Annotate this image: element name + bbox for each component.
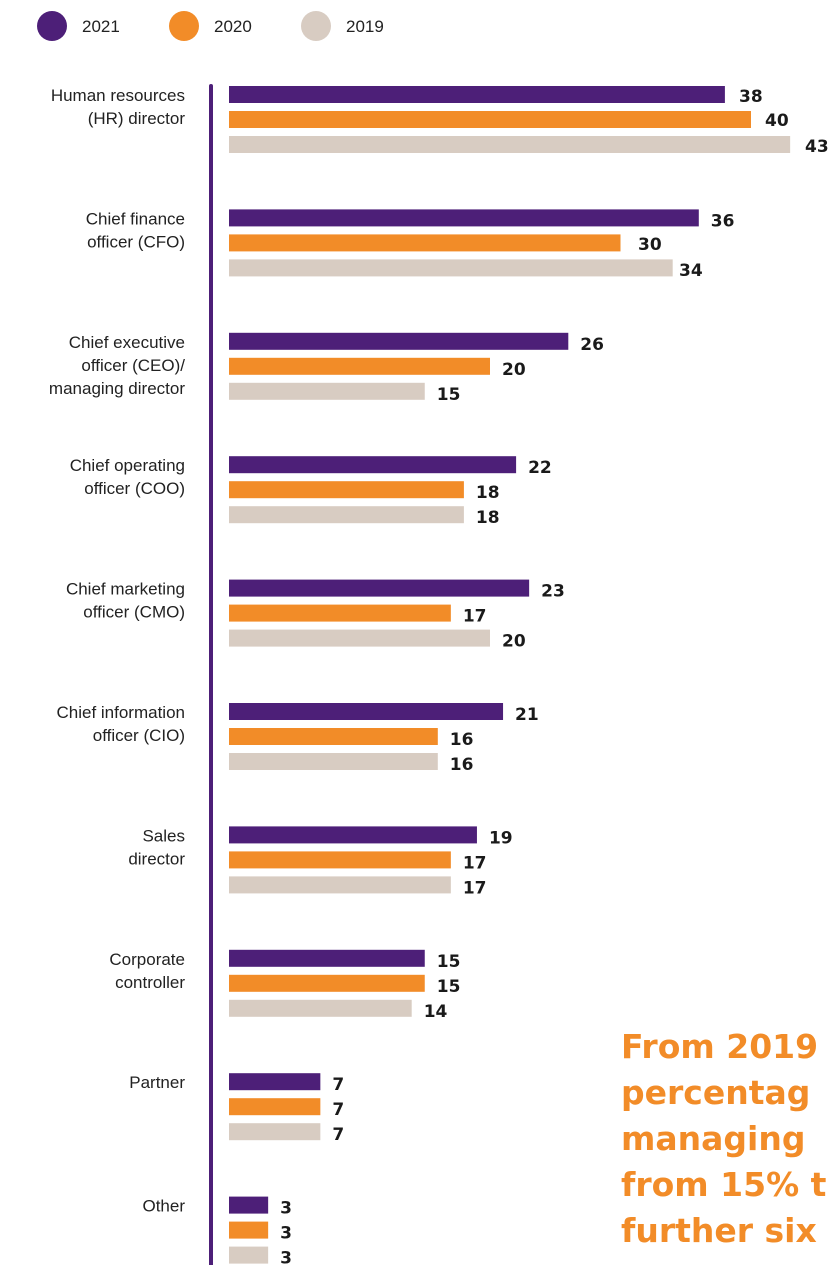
bar-2021 bbox=[229, 86, 725, 103]
value-label-2019: 34 bbox=[679, 261, 703, 281]
value-label-2021: 22 bbox=[528, 458, 552, 478]
category-label: officer (CMO) bbox=[83, 603, 185, 622]
bar-2019 bbox=[229, 136, 791, 153]
value-label-2021: 26 bbox=[580, 335, 604, 355]
value-label-2021: 36 bbox=[711, 211, 735, 231]
bar-2020 bbox=[229, 974, 425, 992]
callout-line: From 2019 bbox=[621, 1027, 818, 1066]
value-label-2020: 17 bbox=[463, 853, 487, 873]
category-label: Other bbox=[142, 1197, 185, 1216]
bar-2019 bbox=[229, 876, 451, 894]
category-label: officer (COO) bbox=[84, 479, 185, 498]
value-label-2019: 14 bbox=[424, 1002, 448, 1022]
category-label: Chief operating bbox=[70, 456, 185, 475]
value-label-2020: 18 bbox=[476, 483, 500, 503]
value-label-2019: 15 bbox=[437, 385, 461, 405]
value-label-2021: 23 bbox=[541, 582, 565, 602]
bar-2021 bbox=[229, 1073, 321, 1091]
category-label: Sales bbox=[142, 826, 185, 845]
category-label: officer (CFO) bbox=[87, 232, 185, 251]
bar-2019 bbox=[229, 999, 412, 1017]
category-labels: Human resources (HR) director Chief financ… bbox=[49, 86, 185, 1216]
value-label-2021: 7 bbox=[332, 1075, 344, 1095]
bar-2020 bbox=[229, 604, 451, 622]
callout-text: From 2019 percentag managing from 15% t furt… bbox=[621, 1027, 827, 1250]
bar-2021 bbox=[229, 456, 517, 474]
value-label-2021: 3 bbox=[280, 1199, 292, 1219]
value-label-2020: 15 bbox=[437, 977, 461, 997]
legend-swatch-2019 bbox=[301, 11, 331, 41]
bar-2019 bbox=[229, 1246, 269, 1264]
value-label-2020: 17 bbox=[463, 607, 487, 627]
legend-swatch-2020 bbox=[169, 11, 199, 41]
callout-line: from 15% t bbox=[621, 1165, 827, 1204]
bar-2019 bbox=[229, 1123, 321, 1141]
bar-2020 bbox=[229, 1098, 321, 1116]
callout-line: further six bbox=[621, 1211, 817, 1250]
legend-swatch-2021 bbox=[37, 11, 67, 41]
category-label: Human resources bbox=[51, 86, 185, 105]
bar-2021 bbox=[229, 209, 699, 227]
bar-2021 bbox=[229, 703, 504, 720]
value-label-2021: 15 bbox=[437, 952, 461, 972]
bar-2019 bbox=[229, 629, 490, 647]
bar-2020 bbox=[229, 1221, 269, 1239]
value-label-2019: 43 bbox=[805, 137, 829, 157]
value-label-2020: 30 bbox=[638, 235, 662, 255]
bar-2019 bbox=[229, 382, 425, 400]
category-label: managing director bbox=[49, 379, 185, 398]
bar-2021 bbox=[229, 1196, 269, 1214]
value-label-2021: 19 bbox=[489, 828, 513, 848]
bar-2019 bbox=[229, 753, 438, 770]
callout-line: percentag bbox=[621, 1073, 810, 1112]
bar-2021 bbox=[229, 949, 425, 967]
category-label: officer (CIO) bbox=[93, 726, 185, 745]
bar-2021 bbox=[229, 826, 477, 844]
category-label: Chief marketing bbox=[66, 580, 185, 599]
bar-2021 bbox=[229, 332, 569, 350]
value-label-2019: 20 bbox=[502, 632, 526, 652]
category-label: (HR) director bbox=[88, 109, 186, 128]
category-label: Chief information bbox=[56, 703, 185, 722]
value-label-2020: 16 bbox=[450, 730, 474, 750]
value-label-2019: 18 bbox=[476, 508, 500, 528]
category-label: officer (CEO)/ bbox=[81, 356, 185, 375]
category-label: Chief executive bbox=[69, 333, 185, 352]
legend: 2021 2020 2019 bbox=[37, 11, 384, 41]
value-label-2019: 3 bbox=[280, 1249, 292, 1265]
legend-label-2020: 2020 bbox=[214, 17, 252, 36]
bar-2020 bbox=[229, 234, 621, 252]
category-label: director bbox=[128, 849, 185, 868]
value-label-2019: 7 bbox=[332, 1125, 344, 1145]
value-label-2020: 3 bbox=[280, 1224, 292, 1244]
value-label-2019: 16 bbox=[450, 755, 474, 775]
callout-line: managing bbox=[621, 1119, 805, 1158]
legend-label-2021: 2021 bbox=[82, 17, 120, 36]
value-label-2019: 17 bbox=[463, 878, 487, 898]
bar-2020 bbox=[229, 728, 438, 745]
bar-2021 bbox=[229, 579, 530, 597]
value-label-2020: 7 bbox=[332, 1100, 344, 1120]
value-label-2021: 21 bbox=[515, 705, 539, 725]
bar-2020 bbox=[229, 851, 451, 869]
bars bbox=[229, 86, 791, 1264]
category-label: controller bbox=[115, 973, 185, 992]
bar-2020 bbox=[229, 481, 464, 499]
value-label-2020: 20 bbox=[502, 360, 526, 380]
value-label-2021: 38 bbox=[739, 87, 763, 107]
value-labels: 3840433630342620152218182317202116161917… bbox=[280, 87, 829, 1265]
value-label-2020: 40 bbox=[765, 111, 789, 131]
bar-2020 bbox=[229, 111, 751, 128]
bar-2019 bbox=[229, 259, 673, 277]
category-label: Chief finance bbox=[86, 209, 185, 228]
bar-2019 bbox=[229, 506, 464, 524]
legend-label-2019: 2019 bbox=[346, 17, 384, 36]
category-label: Corporate bbox=[109, 950, 185, 969]
bar-2020 bbox=[229, 357, 490, 375]
category-label: Partner bbox=[129, 1073, 185, 1092]
